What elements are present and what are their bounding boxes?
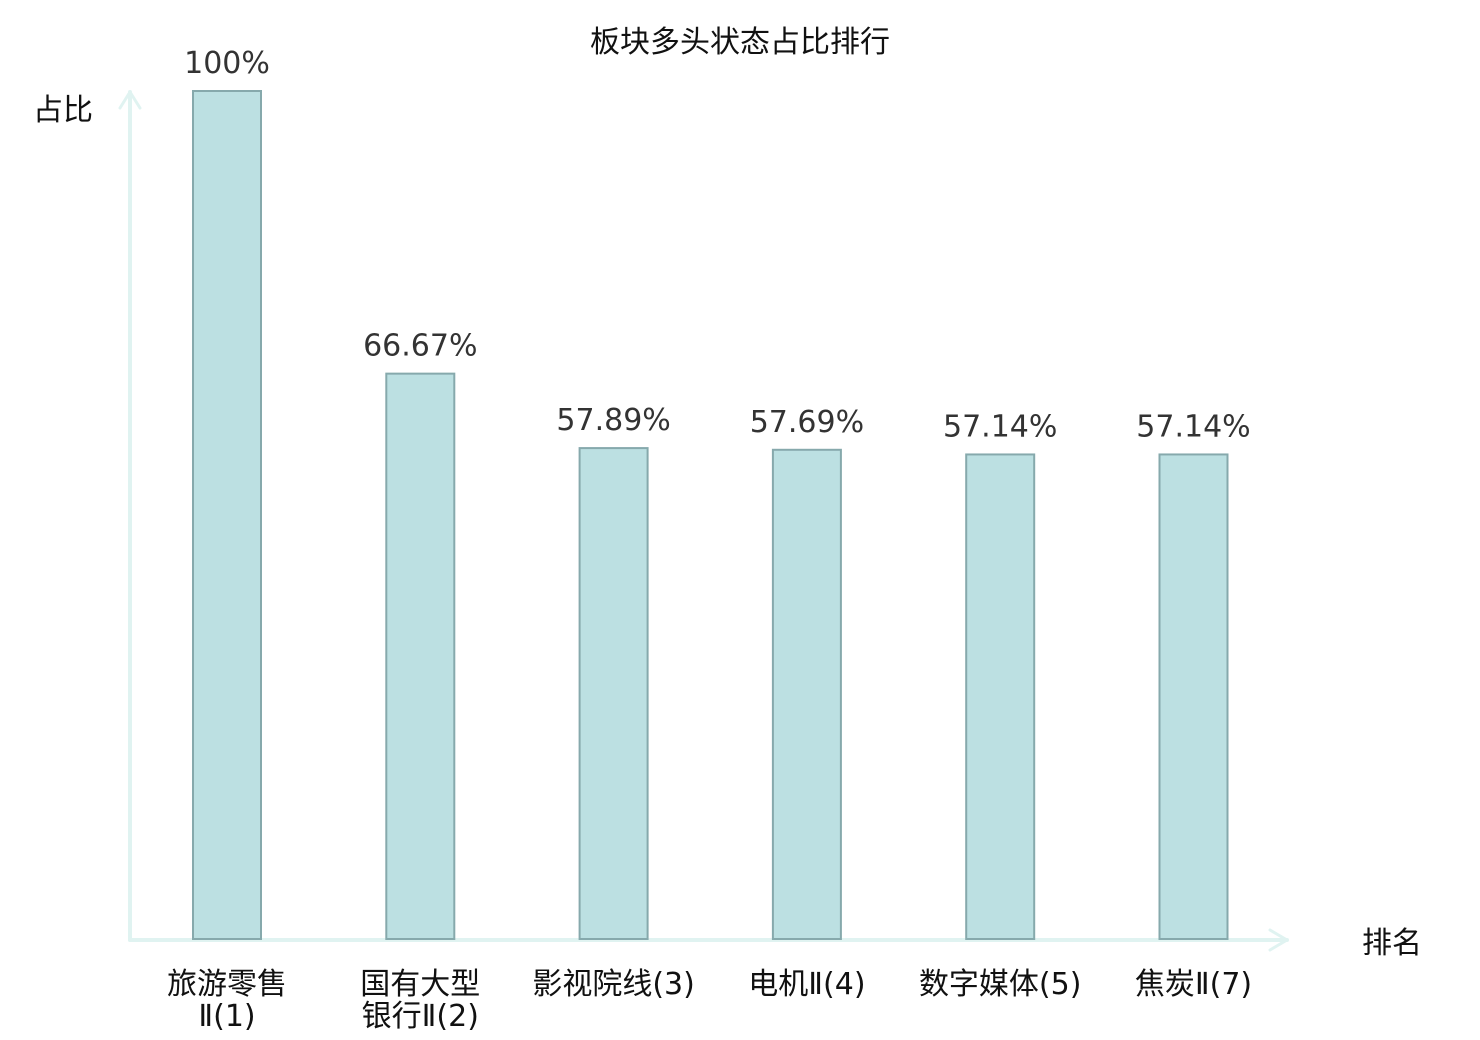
- bar-value-label: 57.14%: [1136, 409, 1250, 444]
- bar: [578, 447, 649, 940]
- axes: [118, 90, 1289, 952]
- bars-group: [192, 90, 1229, 940]
- bar: [771, 448, 842, 940]
- x-tick-label: 国有大型: [360, 967, 480, 1002]
- x-tick-label: 数字媒体(5): [919, 967, 1082, 1002]
- x-tick-label: 银行Ⅱ(2): [362, 999, 479, 1034]
- bar: [192, 90, 262, 940]
- x-tick-label: Ⅱ(1): [198, 999, 255, 1034]
- bar-value-label: 57.89%: [556, 403, 670, 438]
- bar-value-label: 100%: [184, 46, 270, 81]
- y-axis-arrow-icon: [118, 90, 142, 110]
- x-tick-label: 旅游零售: [167, 967, 287, 1002]
- y-axis-label: 占比: [33, 93, 93, 128]
- x-axis-label: 排名: [1362, 926, 1422, 961]
- chart-title: 板块多头状态占比排行: [590, 25, 890, 60]
- x-tick-label: 焦炭Ⅱ(7): [1135, 967, 1252, 1002]
- bar-value-label: 57.14%: [943, 409, 1057, 444]
- bar-value-label: 57.69%: [750, 405, 864, 440]
- bar: [965, 453, 1036, 940]
- bar-value-label: 66.67%: [363, 329, 477, 364]
- x-tick-label: 影视院线(3): [532, 967, 695, 1002]
- value-labels-group: 100% 66.67% 57.89% 57.69% 57.14% 57.14%: [184, 46, 1251, 444]
- bar: [1158, 453, 1229, 940]
- x-tick-label: 电机Ⅱ(4): [748, 967, 865, 1002]
- x-axis-arrow-icon: [1268, 928, 1289, 952]
- bar: [385, 372, 456, 940]
